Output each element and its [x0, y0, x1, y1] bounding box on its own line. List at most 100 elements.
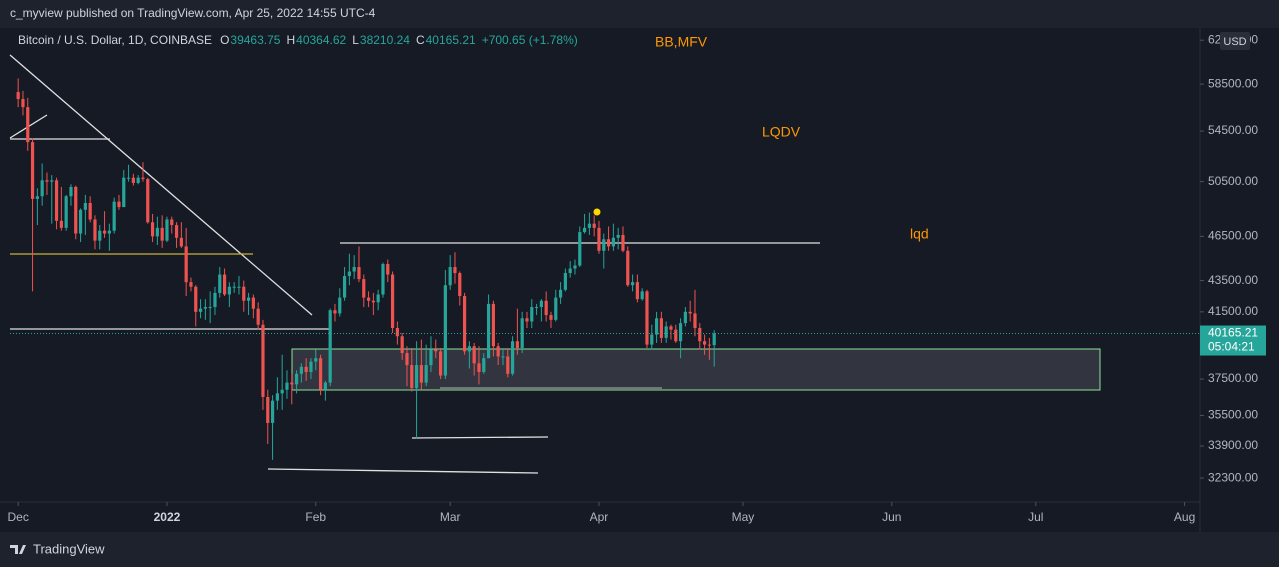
- candle-body: [472, 346, 476, 364]
- level-line: [267, 468, 539, 474]
- candle-body: [534, 307, 539, 309]
- legend-value: 39463.75: [230, 33, 280, 47]
- candle-body: [21, 98, 25, 108]
- candle-body: [501, 356, 505, 358]
- candle-body: [88, 202, 92, 220]
- candle-body: [184, 246, 188, 283]
- candle-body: [222, 274, 227, 295]
- candle-body: [318, 358, 323, 390]
- candle-body: [693, 313, 697, 329]
- candle-body: [568, 268, 572, 274]
- candle-body: [650, 334, 654, 345]
- x-tick-label: Feb: [305, 510, 326, 524]
- candle-body: [26, 107, 30, 143]
- chart-area: [0, 28, 1279, 532]
- candle-body: [170, 219, 174, 226]
- y-tick-label: 58500.00: [1208, 76, 1258, 90]
- candle-body: [122, 177, 126, 208]
- candle-body: [486, 303, 491, 359]
- candle-body: [194, 286, 198, 312]
- candle-body: [606, 239, 611, 247]
- y-tick-label: 32300.00: [1208, 470, 1258, 484]
- candle-body: [506, 356, 510, 374]
- candle-body: [261, 324, 265, 397]
- candle-body: [549, 315, 553, 320]
- candle-body: [390, 274, 395, 329]
- legend-value: 38210.24: [360, 33, 410, 47]
- candle-body: [357, 267, 361, 280]
- trendline: [9, 54, 313, 316]
- candle-body: [621, 234, 625, 251]
- logo-icon: [10, 545, 26, 554]
- candle-body: [218, 274, 222, 293]
- candle-body: [136, 177, 140, 183]
- candle-body: [438, 351, 443, 376]
- candle-body: [294, 373, 299, 385]
- candle-body: [227, 286, 231, 295]
- candle-body: [424, 365, 428, 383]
- candle-body: [342, 276, 347, 298]
- candle-body: [578, 232, 582, 266]
- candle-body: [429, 349, 433, 366]
- price-badge: [1200, 325, 1266, 356]
- marker-dot: [593, 208, 601, 216]
- legend-change: +700.65 (+1.78%): [482, 33, 578, 47]
- currency-badge: [1220, 32, 1250, 50]
- candle-body: [381, 264, 385, 295]
- candle-body: [275, 393, 279, 401]
- candle-body: [640, 291, 644, 300]
- candles: [10, 78, 1200, 460]
- x-tick-label: Dec: [7, 510, 28, 524]
- candle-body: [395, 328, 399, 337]
- candle-body: [664, 326, 668, 338]
- annotation: BB,MFV: [655, 34, 708, 50]
- candle-body: [635, 282, 639, 300]
- legend-key: O: [220, 33, 229, 47]
- currency: USD: [1223, 36, 1246, 48]
- y-tick-label: 35500.00: [1208, 408, 1258, 422]
- brand: TradingView: [33, 541, 105, 556]
- candle-body: [362, 279, 366, 298]
- candle-body: [112, 201, 116, 231]
- candle-body: [645, 291, 649, 345]
- candle-body: [246, 297, 251, 301]
- candle-body: [626, 250, 630, 286]
- candle-body: [146, 179, 150, 223]
- candle-body: [50, 180, 54, 182]
- candle-body: [539, 300, 543, 308]
- candle-body: [299, 366, 303, 374]
- level-line: [411, 436, 549, 439]
- candle-body: [352, 267, 356, 272]
- candle-body: [74, 186, 78, 234]
- candle-body: [347, 271, 351, 277]
- candle-body: [40, 180, 44, 197]
- candle-body: [165, 219, 169, 241]
- x-tick-label: Apr: [590, 510, 609, 524]
- candle-body: [203, 307, 207, 309]
- candle-body: [150, 222, 155, 237]
- candle-body: [520, 318, 524, 348]
- y-tick-label: 54500.00: [1208, 123, 1258, 137]
- candle-body: [208, 307, 212, 309]
- candle-body: [179, 237, 183, 247]
- candle-body: [573, 265, 577, 269]
- candle-body: [117, 201, 121, 208]
- candle-body: [654, 318, 659, 335]
- legend-key: L: [352, 33, 359, 47]
- candle-body: [280, 389, 284, 394]
- candle-body: [400, 336, 404, 354]
- candle-body: [93, 219, 97, 241]
- candle-body: [102, 230, 107, 234]
- candle-body: [419, 365, 423, 383]
- candle-body: [462, 296, 467, 352]
- x-tick-label: Aug: [1174, 510, 1195, 524]
- candle-body: [496, 346, 500, 357]
- candle-body: [285, 382, 289, 390]
- candle-body: [83, 202, 87, 210]
- x-tick-label: May: [732, 510, 755, 524]
- candle-body: [304, 366, 308, 373]
- candle-body: [237, 286, 241, 288]
- candle-body: [198, 308, 203, 312]
- candle-body: [563, 273, 567, 290]
- candle-body: [54, 180, 59, 221]
